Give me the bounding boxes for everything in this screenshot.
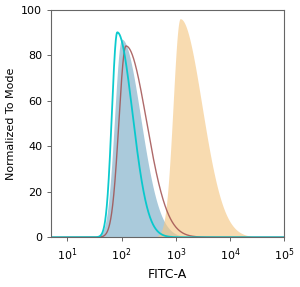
Y-axis label: Normalized To Mode: Normalized To Mode bbox=[6, 67, 16, 180]
X-axis label: FITC-A: FITC-A bbox=[148, 268, 187, 282]
